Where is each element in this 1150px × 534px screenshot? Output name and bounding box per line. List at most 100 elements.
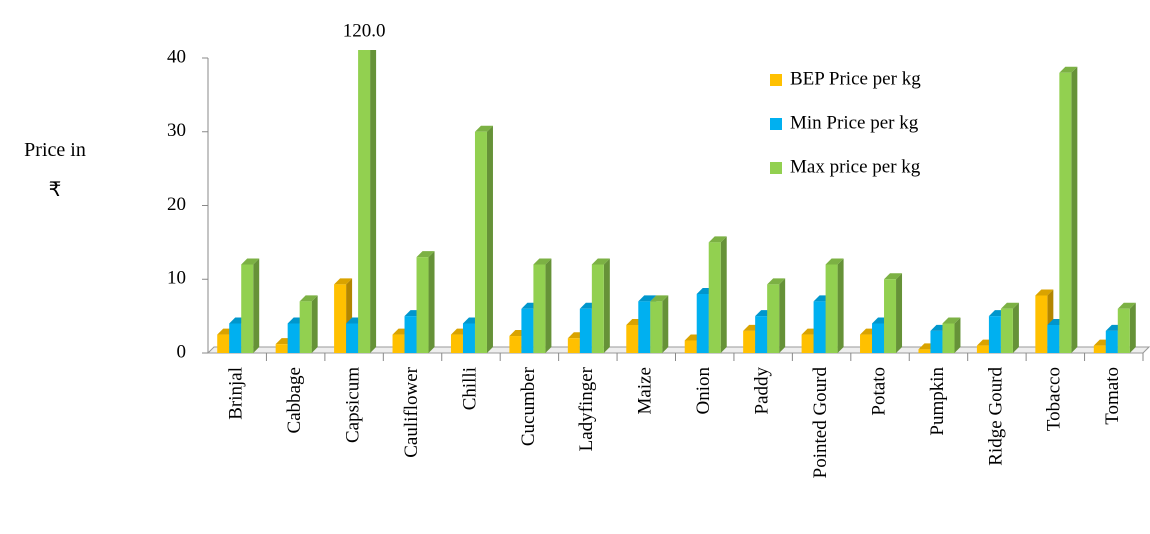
y-tick-label: 30 [167,120,186,141]
bar [229,323,242,353]
bar-side [428,251,435,353]
bar [217,334,230,353]
x-tick-label: Cucumber [518,366,539,446]
bar [404,316,417,353]
bar [579,308,592,353]
bar-top [825,258,844,265]
bar-side [896,273,903,353]
bar-side [311,295,318,353]
bar [287,323,300,353]
bar [860,334,873,353]
bar [1047,324,1060,353]
x-tick-label: Cabbage [284,367,305,433]
x-tick-label: Chilli [459,367,480,410]
bar-top [1117,302,1136,309]
bar [650,301,663,353]
bar [462,323,475,353]
bar [241,264,254,353]
bar-side [370,50,377,353]
bar [767,284,780,353]
bar [1059,72,1072,353]
x-tick-label: Pointed Gourd [810,367,831,479]
bar-top [533,258,552,265]
bar-top [650,295,669,302]
bar [334,284,347,353]
bar [509,336,522,353]
y-tick-label: 20 [167,194,186,215]
y-tick-label: 40 [167,46,186,67]
bar [533,264,546,353]
bar [358,50,371,353]
bar [567,338,580,353]
plot-area [217,50,1136,353]
bar-top [767,278,786,285]
bar [1035,295,1048,353]
x-tick-label: Potato [868,367,889,416]
legend-label: BEP Price per kg [790,68,921,89]
x-tick-label: Tobacco [1044,367,1065,431]
bar [930,330,943,353]
bar [474,131,487,353]
bar [1093,345,1106,353]
bar [638,301,651,353]
bar [872,323,885,353]
bar-top [241,258,260,265]
bar-top [416,251,435,258]
x-tick-label: Ridge Gourd [985,367,1006,466]
bar [696,294,709,353]
x-tick-label: Brinjal [226,367,247,420]
bar [918,349,931,353]
bar-top [299,295,318,302]
bar [299,301,312,353]
bar-top [1059,66,1078,73]
x-tick-label: Ladyfinger [576,366,597,451]
bar-top [942,317,961,324]
bar-side [720,236,727,353]
bar-side [486,125,493,353]
bar [708,242,721,353]
bar-top [591,258,610,265]
bar [755,316,768,353]
bar-side [253,258,260,353]
bar [521,308,534,353]
bar-side [779,278,786,353]
bar [416,257,429,353]
bar [976,345,989,353]
bar-side [954,317,961,353]
bar [884,279,897,353]
bar-top [1035,289,1054,296]
legend-swatch [770,74,782,86]
x-tick-label: Maize [635,367,656,414]
bar-side [837,258,844,353]
legend-label: Max price per kg [790,156,921,177]
x-tick-label: Onion [693,367,714,415]
bar [801,334,814,353]
x-tick-label: Capsicum [342,367,363,443]
bar-side [1129,302,1136,353]
x-tick-label: Paddy [752,367,773,415]
x-tick-label: Cauliflower [401,366,422,457]
legend-swatch [770,118,782,130]
bar-top [474,125,493,132]
bar [684,340,697,353]
y-axis-label: Price in ₹ [24,139,86,201]
bar-side [1071,66,1078,353]
bar [450,334,463,353]
y-tick-label: 0 [177,341,187,362]
bar-side [545,258,552,353]
bar [1000,308,1013,353]
y-tick-label: 10 [167,268,186,289]
bar-side [603,258,610,353]
bar [346,323,359,353]
x-tick-label: Pumpkin [927,367,948,436]
bar-top [334,278,353,285]
bar [626,324,639,353]
bar [942,323,955,353]
bar [743,330,756,353]
bar [392,334,405,353]
bar-side [1012,302,1019,353]
bar [591,264,604,353]
bar [1117,308,1130,353]
